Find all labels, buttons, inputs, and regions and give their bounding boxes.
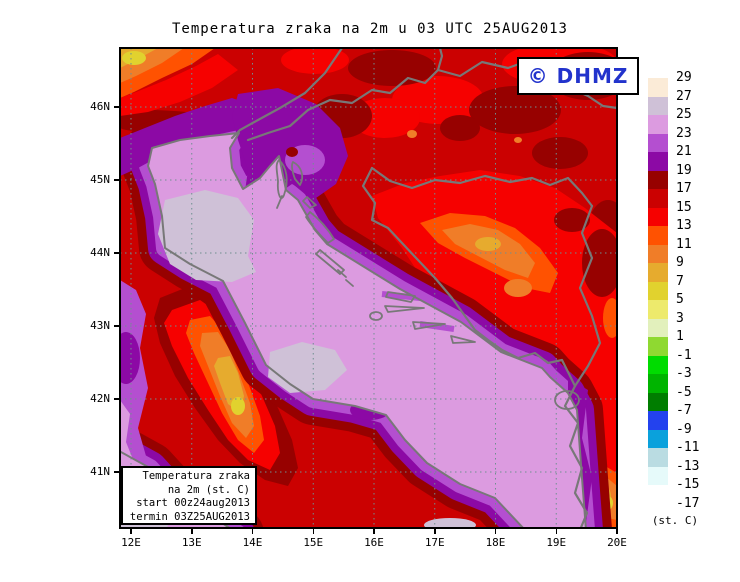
legend-swatch <box>648 115 668 134</box>
islands <box>275 159 580 410</box>
y-axis-tick <box>114 106 120 108</box>
legend-swatch <box>648 263 668 282</box>
info-line-termin: termin 03Z25AUG2013 <box>129 510 250 523</box>
legend-swatch <box>648 355 668 374</box>
x-axis-tick <box>555 528 557 534</box>
legend-tick-label: -1 <box>676 347 692 363</box>
y-axis-label: 42N <box>90 392 110 405</box>
legend-swatch <box>648 170 668 189</box>
legend-tick-label: -7 <box>676 403 692 418</box>
legend-swatch <box>648 429 668 448</box>
legend-tick-label: 15 <box>676 199 692 215</box>
map-frame <box>119 47 618 529</box>
legend-swatch <box>648 318 668 337</box>
info-box: Temperatura zraka na 2m (st. C) start 00… <box>121 466 257 525</box>
legend-tick-label: -5 <box>676 384 692 400</box>
legend-swatch <box>648 485 668 504</box>
legend-tick-label: -13 <box>676 458 700 474</box>
legend-tick-label: 13 <box>676 218 692 233</box>
dhmz-watermark-label: © DHMZ <box>527 64 629 88</box>
legend-tick-label: 27 <box>676 88 692 104</box>
legend-swatch <box>648 448 668 467</box>
x-axis-label: 12E <box>121 536 141 549</box>
legend-tick-label: -9 <box>676 421 692 437</box>
y-axis-tick <box>114 325 120 327</box>
dhmz-watermark-box: © DHMZ <box>517 57 639 95</box>
info-line-level: na 2m (st. C) <box>167 483 250 496</box>
x-axis-label: 15E <box>303 536 324 549</box>
legend-tick-label: 25 <box>676 107 692 122</box>
legend-tick-label: 9 <box>676 255 684 270</box>
legend-tick-label: 5 <box>676 292 684 307</box>
legend-swatch <box>648 281 668 300</box>
legend-swatch <box>648 133 668 152</box>
legend-tick-label: -3 <box>676 366 692 381</box>
legend-swatch <box>648 411 668 430</box>
legend-tick-label: 23 <box>676 125 692 141</box>
legend-swatch <box>648 189 668 208</box>
y-axis-label: 44N <box>90 246 110 259</box>
legend-unit-label: (st. C) <box>651 514 699 527</box>
x-axis-tick <box>191 528 193 534</box>
page-title: Temperatura zraka na 2m u 03 UTC 25AUG20… <box>171 21 568 37</box>
legend-swatch <box>648 244 668 263</box>
x-axis-label: 17E <box>424 536 445 549</box>
y-axis-tick <box>114 398 120 400</box>
x-axis-tick <box>434 528 436 534</box>
y-axis-label: 41N <box>90 465 110 478</box>
legend-swatch <box>648 337 668 356</box>
grid-lines <box>120 48 617 528</box>
y-axis-tick <box>114 179 120 181</box>
x-axis-tick <box>373 528 375 534</box>
legend-tick-label: 3 <box>676 310 684 326</box>
x-axis-tick <box>616 528 618 534</box>
legend-swatch <box>648 466 668 485</box>
info-line-start: start 00z24aug2013 <box>136 497 250 509</box>
legend-tick-label: -17 <box>676 495 700 511</box>
legend-swatch <box>648 152 668 171</box>
y-axis-tick <box>114 471 120 473</box>
x-axis-tick <box>251 528 254 534</box>
legend-tick-label: 19 <box>676 162 692 178</box>
x-axis-tick <box>312 528 314 534</box>
legend-swatch <box>648 78 668 97</box>
legend-tick-label: -15 <box>676 477 700 492</box>
x-axis-label: 20E <box>607 536 627 549</box>
legend-tick-label: 7 <box>676 273 684 289</box>
legend-swatch <box>648 96 668 115</box>
legend-swatch <box>648 392 668 411</box>
legend-swatch <box>648 374 668 393</box>
y-axis-label: 45N <box>90 173 110 186</box>
x-axis-label: 18E <box>485 536 506 549</box>
y-axis-label: 46N <box>90 100 110 113</box>
x-axis-label: 19E <box>546 536 567 549</box>
legend-swatch <box>648 300 668 319</box>
x-axis-tick <box>494 528 497 534</box>
x-axis-label: 13E <box>181 536 202 549</box>
legend-swatch <box>648 226 668 245</box>
legend-tick-label: -11 <box>676 440 700 455</box>
x-axis-tick <box>130 528 132 534</box>
legend-tick-label: 21 <box>676 144 692 159</box>
y-axis-label: 43N <box>90 319 110 332</box>
info-line-parameter: Temperatura zraka <box>142 470 250 482</box>
y-axis-tick <box>114 252 120 254</box>
x-axis-label: 16E <box>364 536 384 549</box>
legend-tick-label: 17 <box>676 181 692 196</box>
legend-swatch <box>648 207 668 226</box>
legend-tick-label: 11 <box>676 236 692 252</box>
x-axis-label: 14E <box>242 536 263 549</box>
country-borders <box>230 48 617 528</box>
legend-tick-label: 1 <box>676 329 684 344</box>
legend-tick-label: 29 <box>676 70 692 85</box>
